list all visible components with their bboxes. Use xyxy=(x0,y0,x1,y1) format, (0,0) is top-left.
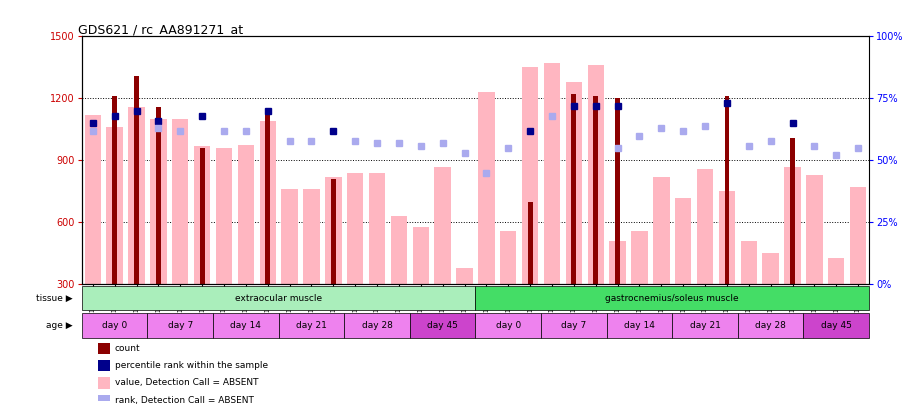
Bar xyxy=(325,177,341,284)
Bar xyxy=(238,145,254,284)
Bar xyxy=(390,216,407,284)
Text: age ▶: age ▶ xyxy=(46,321,73,330)
Bar xyxy=(266,111,270,284)
Bar xyxy=(97,395,110,405)
Bar xyxy=(610,241,626,284)
Bar xyxy=(82,313,147,338)
Bar xyxy=(719,192,735,284)
Text: day 21: day 21 xyxy=(690,321,721,330)
Bar xyxy=(147,313,213,338)
Bar xyxy=(763,254,779,284)
Bar xyxy=(632,231,648,284)
Bar xyxy=(434,166,450,284)
Bar xyxy=(615,98,620,284)
Text: count: count xyxy=(115,344,140,353)
Bar xyxy=(804,313,869,338)
Bar xyxy=(106,127,123,284)
Bar xyxy=(522,68,539,284)
Bar xyxy=(653,177,670,284)
Bar xyxy=(475,313,541,338)
Bar xyxy=(213,313,278,338)
Text: day 7: day 7 xyxy=(561,321,586,330)
Bar xyxy=(593,96,598,284)
Bar xyxy=(172,119,188,284)
Text: day 0: day 0 xyxy=(496,321,521,330)
Bar xyxy=(347,173,363,284)
Bar xyxy=(479,92,495,284)
Bar xyxy=(544,63,561,284)
Text: day 45: day 45 xyxy=(821,321,852,330)
Bar xyxy=(566,82,582,284)
Bar xyxy=(278,313,344,338)
Text: GDS621 / rc_AA891271_at: GDS621 / rc_AA891271_at xyxy=(78,23,243,36)
Text: extraocular muscle: extraocular muscle xyxy=(235,294,322,303)
Bar xyxy=(259,121,276,284)
Bar xyxy=(97,343,110,354)
Text: day 7: day 7 xyxy=(167,321,193,330)
Text: gastrocnemius/soleus muscle: gastrocnemius/soleus muscle xyxy=(605,294,739,303)
Bar xyxy=(738,313,804,338)
Text: day 28: day 28 xyxy=(755,321,786,330)
Bar xyxy=(571,94,576,284)
Text: day 45: day 45 xyxy=(427,321,458,330)
Bar xyxy=(331,179,336,284)
Bar xyxy=(588,65,604,284)
Bar xyxy=(97,360,110,371)
Bar xyxy=(344,313,410,338)
Bar xyxy=(369,173,385,284)
Bar xyxy=(134,76,139,284)
Bar xyxy=(216,148,232,284)
Text: day 21: day 21 xyxy=(296,321,327,330)
Bar xyxy=(675,198,692,284)
Bar xyxy=(501,231,517,284)
Bar xyxy=(200,148,205,284)
Bar xyxy=(82,286,475,310)
Bar xyxy=(112,96,117,284)
Text: day 28: day 28 xyxy=(361,321,392,330)
Bar xyxy=(303,190,319,284)
Text: rank, Detection Call = ABSENT: rank, Detection Call = ABSENT xyxy=(115,396,254,405)
Bar xyxy=(97,377,110,388)
Bar xyxy=(672,313,738,338)
Bar xyxy=(150,119,167,284)
Bar xyxy=(541,313,607,338)
Text: percentile rank within the sample: percentile rank within the sample xyxy=(115,361,268,370)
Bar xyxy=(790,138,795,284)
Bar xyxy=(607,313,672,338)
Text: tissue ▶: tissue ▶ xyxy=(35,294,73,303)
Bar xyxy=(128,107,145,284)
Bar xyxy=(475,286,869,310)
Bar xyxy=(697,169,713,284)
Text: day 14: day 14 xyxy=(624,321,655,330)
Bar xyxy=(412,226,429,284)
Bar xyxy=(806,175,823,284)
Bar xyxy=(724,96,729,284)
Bar xyxy=(156,107,161,284)
Bar xyxy=(850,187,866,284)
Bar xyxy=(528,202,532,284)
Text: day 14: day 14 xyxy=(230,321,261,330)
Bar xyxy=(741,241,757,284)
Bar xyxy=(194,146,210,284)
Text: day 0: day 0 xyxy=(102,321,127,330)
Bar xyxy=(281,190,298,284)
Bar xyxy=(85,115,101,284)
Text: value, Detection Call = ABSENT: value, Detection Call = ABSENT xyxy=(115,379,258,388)
Bar xyxy=(828,258,844,284)
Bar xyxy=(410,313,476,338)
Bar xyxy=(784,166,801,284)
Bar xyxy=(456,268,472,284)
